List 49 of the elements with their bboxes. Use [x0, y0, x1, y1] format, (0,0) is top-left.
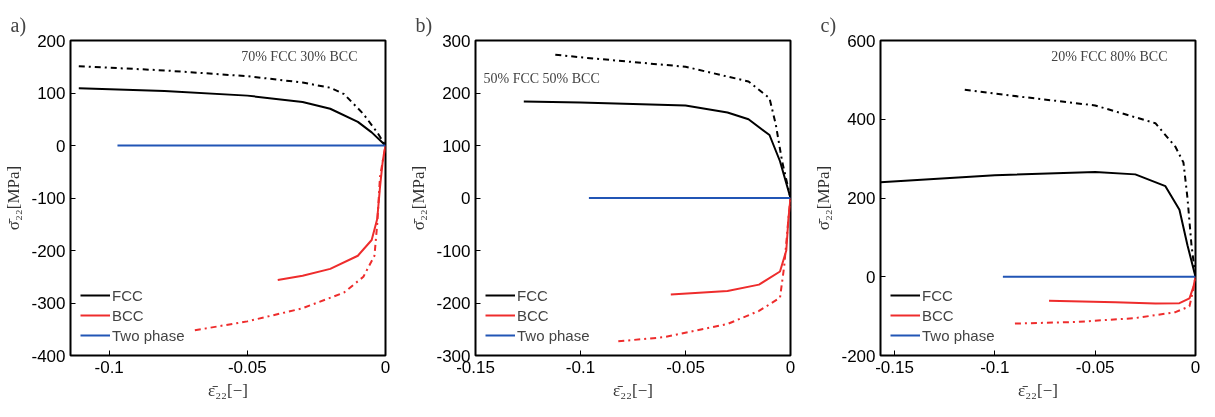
y-tick-label: 200 [37, 31, 66, 51]
x-tick-label: -0.05 [666, 357, 705, 377]
y-tick-label: -400 [31, 346, 66, 366]
y-tick-label: -200 [841, 346, 876, 366]
legend-label: Two phase [112, 326, 185, 344]
y-tick-label: 0 [866, 267, 876, 287]
legend-label: FCC [922, 286, 953, 304]
x-tick-label: -0.05 [227, 357, 267, 377]
legend-label: BCC [922, 306, 954, 324]
x-tick-label: -0.1 [94, 357, 124, 377]
x-axis-title: ε̄₂₂[−] [208, 380, 248, 400]
y-tick-label: 300 [442, 31, 471, 51]
y-tick-label: 200 [442, 84, 471, 103]
y-tick-label: 0 [56, 136, 66, 156]
x-tick-label: -0.1 [980, 357, 1010, 377]
x-tick-label: -0.1 [565, 357, 596, 377]
y-axis-title: σ̄₂₂[MPa] [4, 165, 24, 231]
y-tick-label: -200 [31, 241, 66, 261]
x-axis-title: ε̄₂₂[−] [1018, 380, 1058, 400]
chart-title: c) [820, 13, 837, 37]
legend-label: BCC [517, 306, 549, 324]
y-tick-label: 600 [847, 31, 876, 51]
y-tick-label: 100 [37, 84, 66, 103]
y-tick-label: -300 [31, 294, 66, 313]
x-tick-label: -0.15 [875, 357, 914, 377]
annotation: 50% FCC 50% BCC [483, 70, 600, 86]
legend-label: Two phase [922, 326, 995, 344]
annotation: 20% FCC 80% BCC [1051, 48, 1168, 64]
legend-label: FCC [517, 286, 548, 304]
legend-label: FCC [112, 286, 143, 304]
x-axis-title: ε̄₂₂[−] [613, 380, 653, 400]
x-tick-label: 0 [1190, 357, 1201, 377]
legend-label: BCC [112, 306, 144, 324]
x-tick-label: 0 [380, 357, 391, 377]
y-tick-label: 0 [461, 189, 471, 208]
x-tick-label: 0 [785, 357, 796, 377]
y-tick-label: 400 [847, 110, 876, 130]
annotation: 70% FCC 30% BCC [241, 48, 358, 64]
y-tick-label: 200 [847, 189, 876, 208]
legend-label: Two phase [517, 326, 590, 344]
chart-title: b) [415, 13, 433, 37]
y-axis-title: σ̄₂₂[MPa] [814, 165, 834, 231]
y-tick-label: -100 [436, 241, 471, 261]
y-tick-label: -100 [31, 189, 66, 208]
chart-title: a) [10, 13, 27, 37]
y-tick-label: 100 [442, 136, 471, 156]
x-tick-label: -0.05 [1075, 357, 1115, 377]
y-tick-label: -200 [436, 294, 471, 313]
y-axis-title: σ̄₂₂[MPa] [409, 165, 429, 231]
